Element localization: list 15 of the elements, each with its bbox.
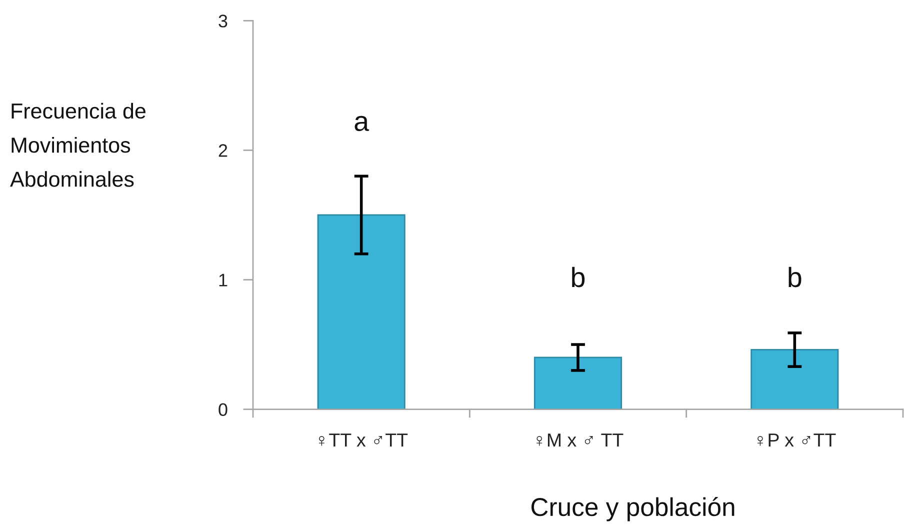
annotation: b — [572, 266, 585, 288]
y-axis-title: Frecuencia de Movimientos Abdominales — [10, 102, 146, 187]
y-tick-label: 1 — [219, 274, 228, 286]
x-axis-title: Cruce y población — [531, 497, 734, 522]
bar — [750, 349, 839, 410]
annotation: a — [354, 116, 370, 132]
x-tick-label: ♀M x ♂ TT — [536, 434, 624, 446]
y-tick-label: 2 — [218, 144, 228, 157]
x-tick-label: ♀TT x ♂TT — [318, 434, 408, 446]
bar — [317, 214, 406, 410]
y-tick-label: 3 — [218, 14, 228, 28]
bar — [534, 356, 622, 410]
x-tick-label: ♀P x ♂TT — [758, 434, 836, 446]
y-tick-label: 0 — [218, 403, 228, 416]
annotation: b — [788, 266, 802, 288]
